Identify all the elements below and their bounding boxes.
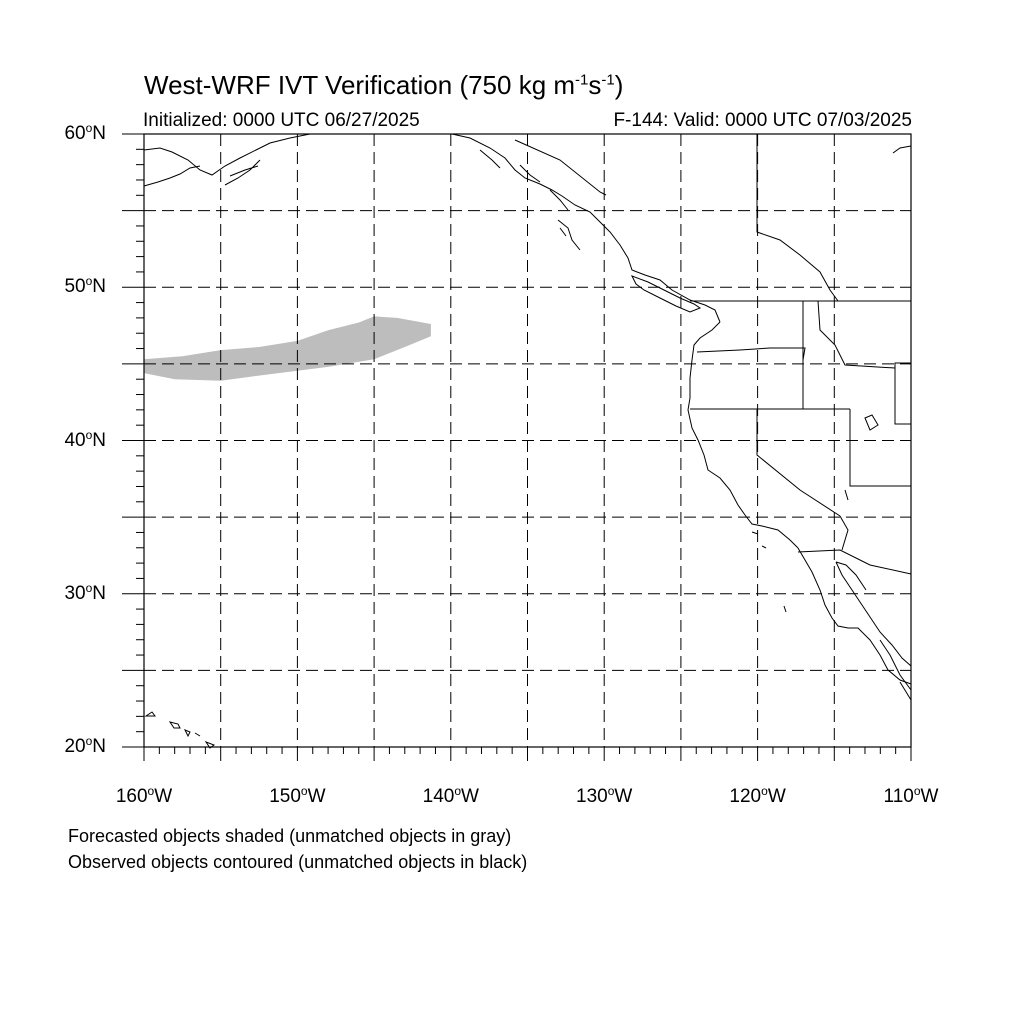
us-mexico-border xyxy=(797,549,912,575)
chart-title: West-WRF IVT Verification (750 kg m-1s-1… xyxy=(144,70,624,100)
lon-label: 140oW xyxy=(422,784,479,807)
alaska-bc-border xyxy=(514,139,607,196)
coastlines xyxy=(143,133,912,749)
bc-coastline xyxy=(451,133,721,323)
lon-label: 160oW xyxy=(115,784,173,807)
wyoming-border xyxy=(894,362,912,425)
nevada-california-border xyxy=(756,409,841,517)
legend-note-observed: Observed objects contoured (unmatched ob… xyxy=(68,852,528,872)
lon-label: 120oW xyxy=(729,784,786,807)
valid-time: F-144: Valid: 0000 UTC 07/03/2025 xyxy=(613,110,912,131)
canada-border-bc xyxy=(756,134,839,302)
lat-label: 50oN xyxy=(64,274,106,298)
alaska-coastline xyxy=(143,133,311,187)
baja-coastline xyxy=(797,547,912,685)
lat-label: 20oN xyxy=(64,734,106,757)
nevada-utah-border xyxy=(849,409,911,487)
washington-oregon-border xyxy=(696,347,806,361)
vancouver-island xyxy=(630,275,702,313)
lat-label: 60oN xyxy=(64,121,106,144)
lat-label: 30oN xyxy=(64,580,106,604)
hawaii-islands xyxy=(144,711,216,749)
legend-note-forecast: Forecasted objects shaded (unmatched obj… xyxy=(68,826,512,846)
forecast-ivt-object xyxy=(144,316,431,381)
lon-label: 130oW xyxy=(576,784,633,807)
idaho-montana-border xyxy=(817,300,896,369)
map-frame-layer xyxy=(122,133,912,761)
lat-label: 40oN xyxy=(64,427,106,451)
panhandle-islands xyxy=(479,149,581,251)
forecast-object-layer xyxy=(144,316,431,381)
graticule xyxy=(144,134,911,747)
mexico-mainland-coast xyxy=(879,639,912,701)
us-west-coastline xyxy=(687,321,799,549)
initialized-time: Initialized: 0000 UTC 06/27/2025 xyxy=(143,110,420,131)
hudson-bay-edge xyxy=(892,145,912,154)
colorado-river xyxy=(839,515,849,551)
lon-label: 150oW xyxy=(269,784,326,807)
gulf-of-california-coast xyxy=(835,561,912,667)
lon-label: 110oW xyxy=(883,784,939,807)
channel-islands xyxy=(751,531,787,613)
lakes xyxy=(844,414,879,501)
